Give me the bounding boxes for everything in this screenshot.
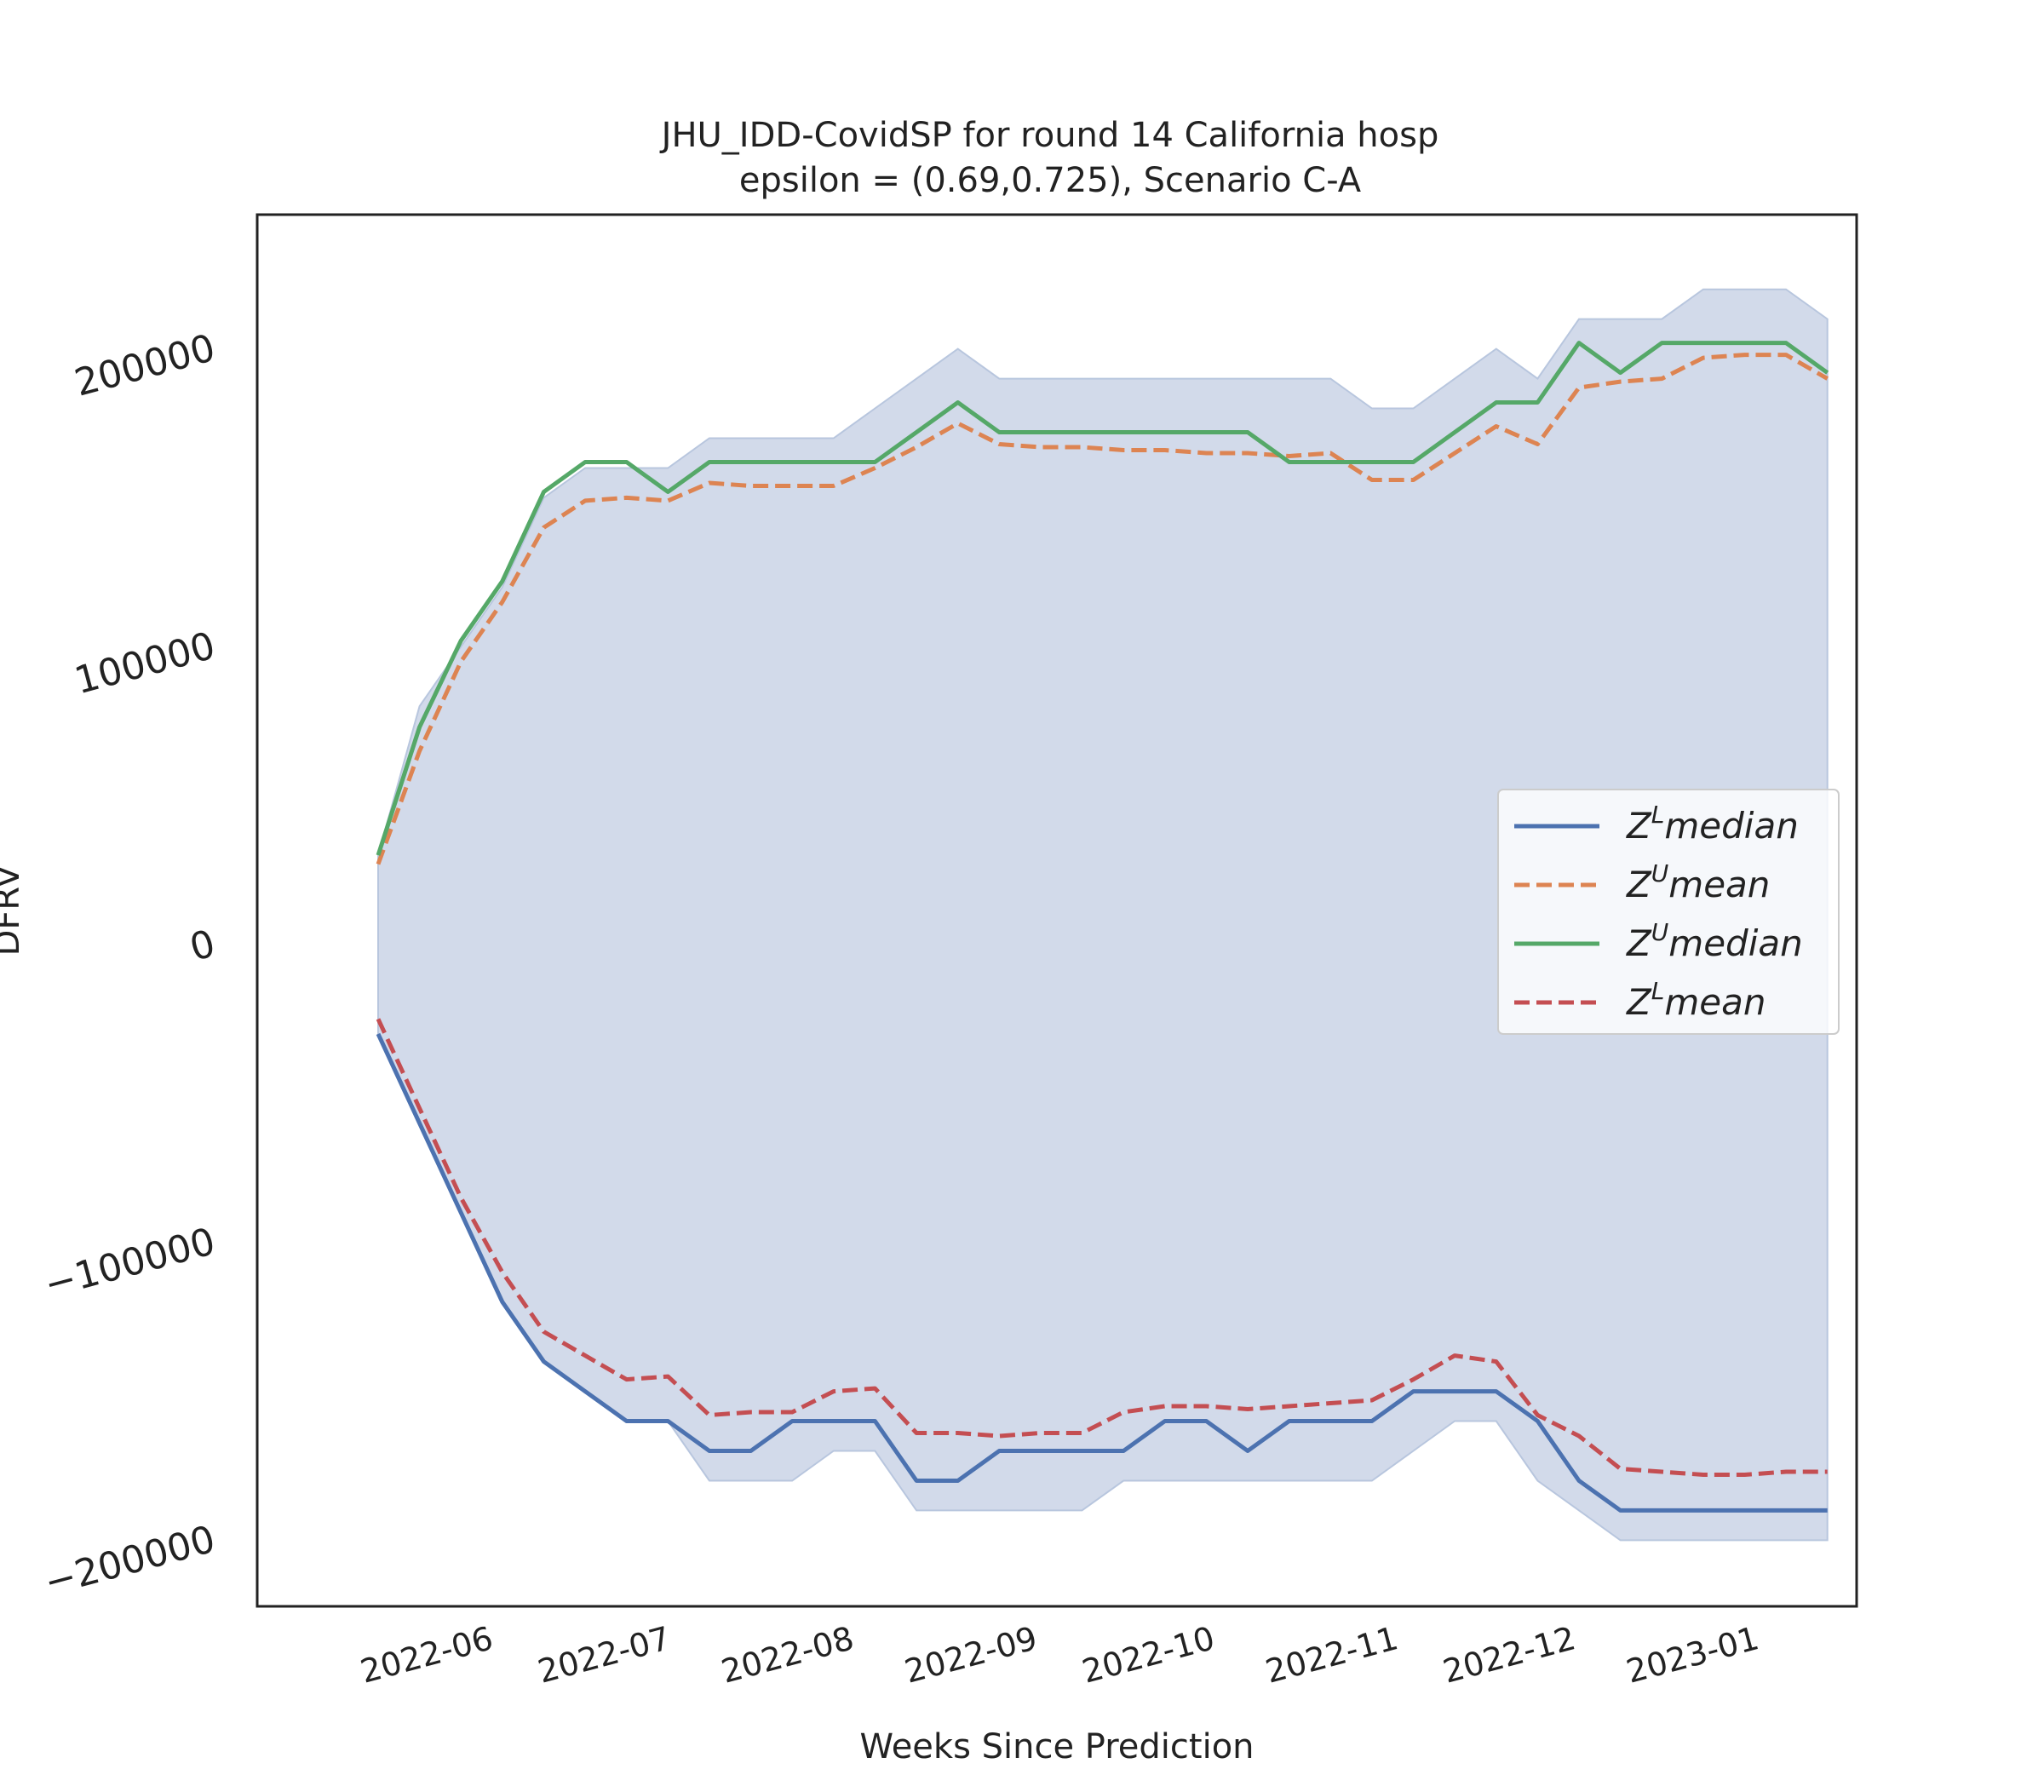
- y-tick-label: 200000: [70, 326, 219, 405]
- legend-box: [1497, 789, 1840, 1035]
- series-line-3: [376, 341, 1829, 856]
- series-line-1: [376, 1032, 1828, 1513]
- y-tick-label: 100000: [70, 624, 219, 704]
- x-tick-label: 2022-08: [717, 1619, 858, 1691]
- legend-label: ZLmedian: [1626, 801, 1799, 847]
- x-tick-label: 2022-06: [357, 1619, 497, 1691]
- x-tick-label: 2022-10: [1078, 1619, 1219, 1691]
- chart-subtitle: epsilon = (0.69,0.725), Scenario C-A: [739, 161, 1362, 200]
- uncertainty-band: [377, 288, 1829, 1542]
- y-axis-label: DFRV: [0, 864, 27, 956]
- x-tick-label: 2023-01: [1622, 1619, 1763, 1691]
- y-tick-label: 0: [186, 922, 220, 970]
- legend-label: ZUmedian: [1626, 918, 1803, 964]
- x-axis-label: Weeks Since Prediction: [859, 1727, 1254, 1766]
- uncertainty-band-layer: [377, 288, 1829, 1542]
- series-line-2: [376, 353, 1829, 865]
- legend-label: ZUmean: [1626, 859, 1770, 905]
- y-tick-label: −100000: [40, 1220, 220, 1307]
- series-layer: [376, 341, 1829, 1513]
- legend-entries: ZLmedian ZUmean ZUmedian ZLmean: [1514, 801, 1803, 1023]
- x-tick-label: 2022-11: [1261, 1619, 1402, 1691]
- y-tick-label: −200000: [40, 1518, 220, 1605]
- chart-title: JHU_IDD-CovidSP for round 14 California …: [659, 116, 1439, 155]
- legend: ZLmedian ZUmean ZUmedian ZLmean: [1497, 789, 1840, 1035]
- x-tick-labels: 2022-06 2022-07 2022-08 2022-09 2022-10 2022-…: [357, 1619, 1763, 1691]
- y-tick-labels: −200000 −100000 0 100000 200000: [40, 326, 220, 1605]
- plot-frame: [256, 213, 1858, 1608]
- x-tick-label: 2022-09: [901, 1619, 1042, 1691]
- x-tick-label: 2022-12: [1439, 1619, 1580, 1691]
- x-tick-label: 2022-07: [534, 1619, 675, 1691]
- legend-label: ZLmean: [1626, 977, 1766, 1023]
